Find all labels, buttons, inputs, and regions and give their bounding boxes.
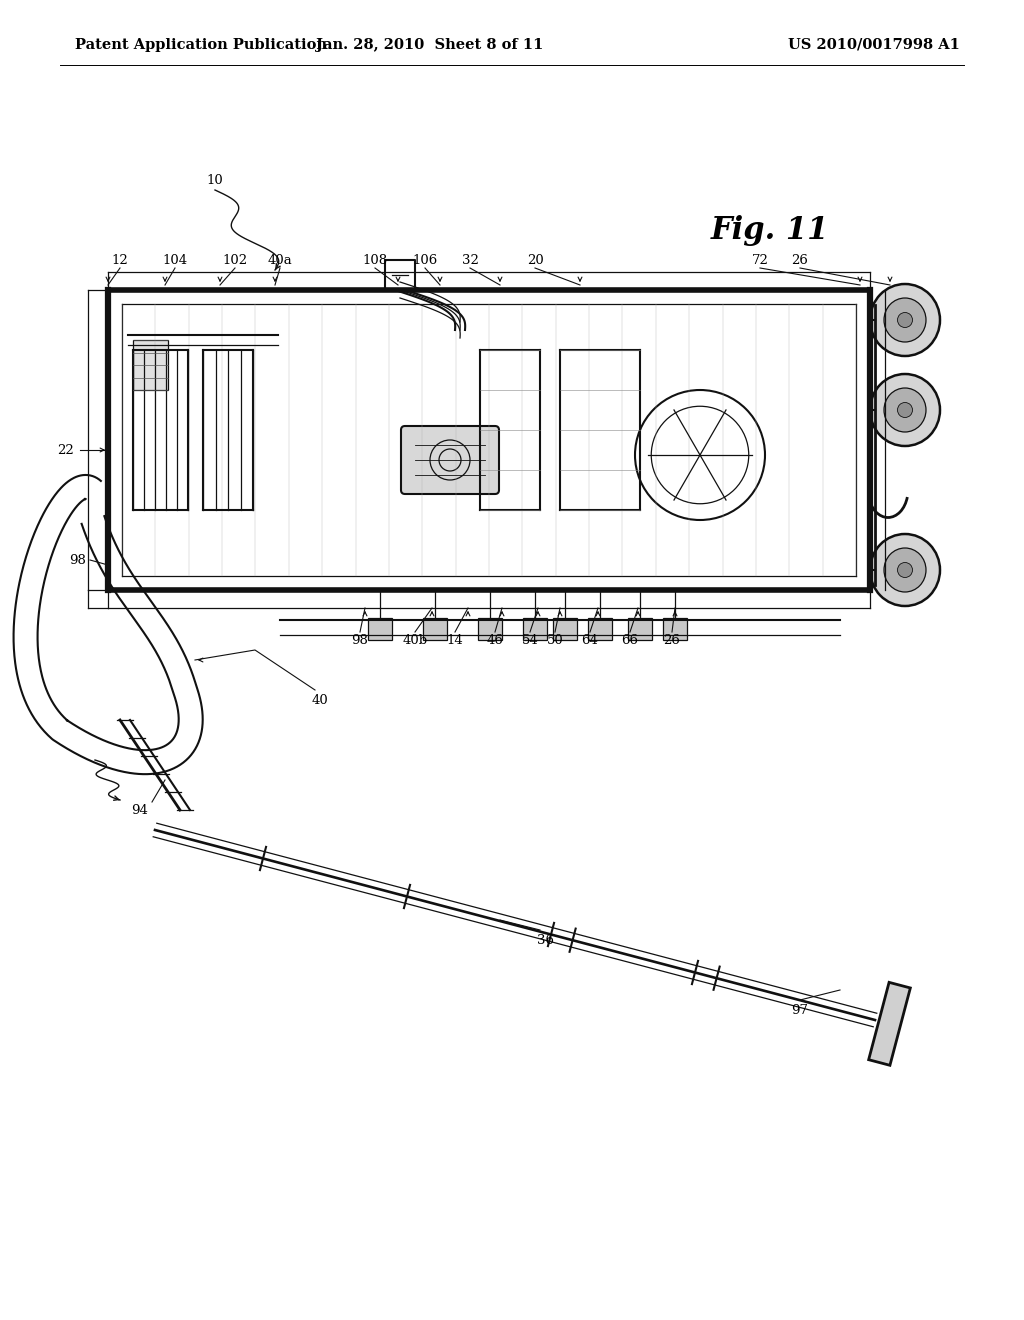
Text: 102: 102 [222,253,248,267]
Text: 98: 98 [351,634,369,647]
Text: 36: 36 [537,933,554,946]
Text: 66: 66 [622,634,639,647]
Text: 108: 108 [362,253,387,267]
Text: 94: 94 [131,804,148,817]
Text: 26: 26 [664,634,680,647]
Bar [523,618,547,640]
Text: 12: 12 [112,253,128,267]
Ellipse shape [870,284,940,356]
Text: 22: 22 [56,444,74,457]
Bar [368,618,392,640]
Text: 64: 64 [582,634,598,647]
Bar [478,618,502,640]
Polygon shape [133,341,168,389]
Ellipse shape [897,403,912,417]
Bar [628,618,652,640]
Ellipse shape [870,374,940,446]
Text: 26: 26 [792,253,808,267]
Text: 46: 46 [486,634,504,647]
Polygon shape [868,982,910,1065]
Bar [423,618,447,640]
Ellipse shape [884,388,926,432]
Bar [588,618,612,640]
Text: Patent Application Publication: Patent Application Publication [75,38,327,51]
Text: 40: 40 [311,693,329,706]
Text: 54: 54 [521,634,539,647]
Text: 72: 72 [752,253,768,267]
Text: Jan. 28, 2010  Sheet 8 of 11: Jan. 28, 2010 Sheet 8 of 11 [316,38,544,51]
Text: 98: 98 [70,553,86,566]
Bar [663,618,687,640]
Text: US 2010/0017998 A1: US 2010/0017998 A1 [788,38,961,51]
FancyBboxPatch shape [401,426,499,494]
Text: 20: 20 [526,253,544,267]
Text: 50: 50 [547,634,563,647]
Ellipse shape [884,298,926,342]
Text: 40b: 40b [402,634,428,647]
Text: 40a: 40a [267,253,293,267]
Ellipse shape [897,562,912,578]
Text: 10: 10 [207,173,223,186]
Bar [553,618,577,640]
Ellipse shape [897,313,912,327]
Text: 104: 104 [163,253,187,267]
Ellipse shape [884,548,926,591]
Text: 97: 97 [792,1003,809,1016]
Text: 106: 106 [413,253,437,267]
Text: 14: 14 [446,634,464,647]
Text: 32: 32 [462,253,478,267]
Text: Fig. 11: Fig. 11 [711,214,829,246]
Ellipse shape [870,535,940,606]
